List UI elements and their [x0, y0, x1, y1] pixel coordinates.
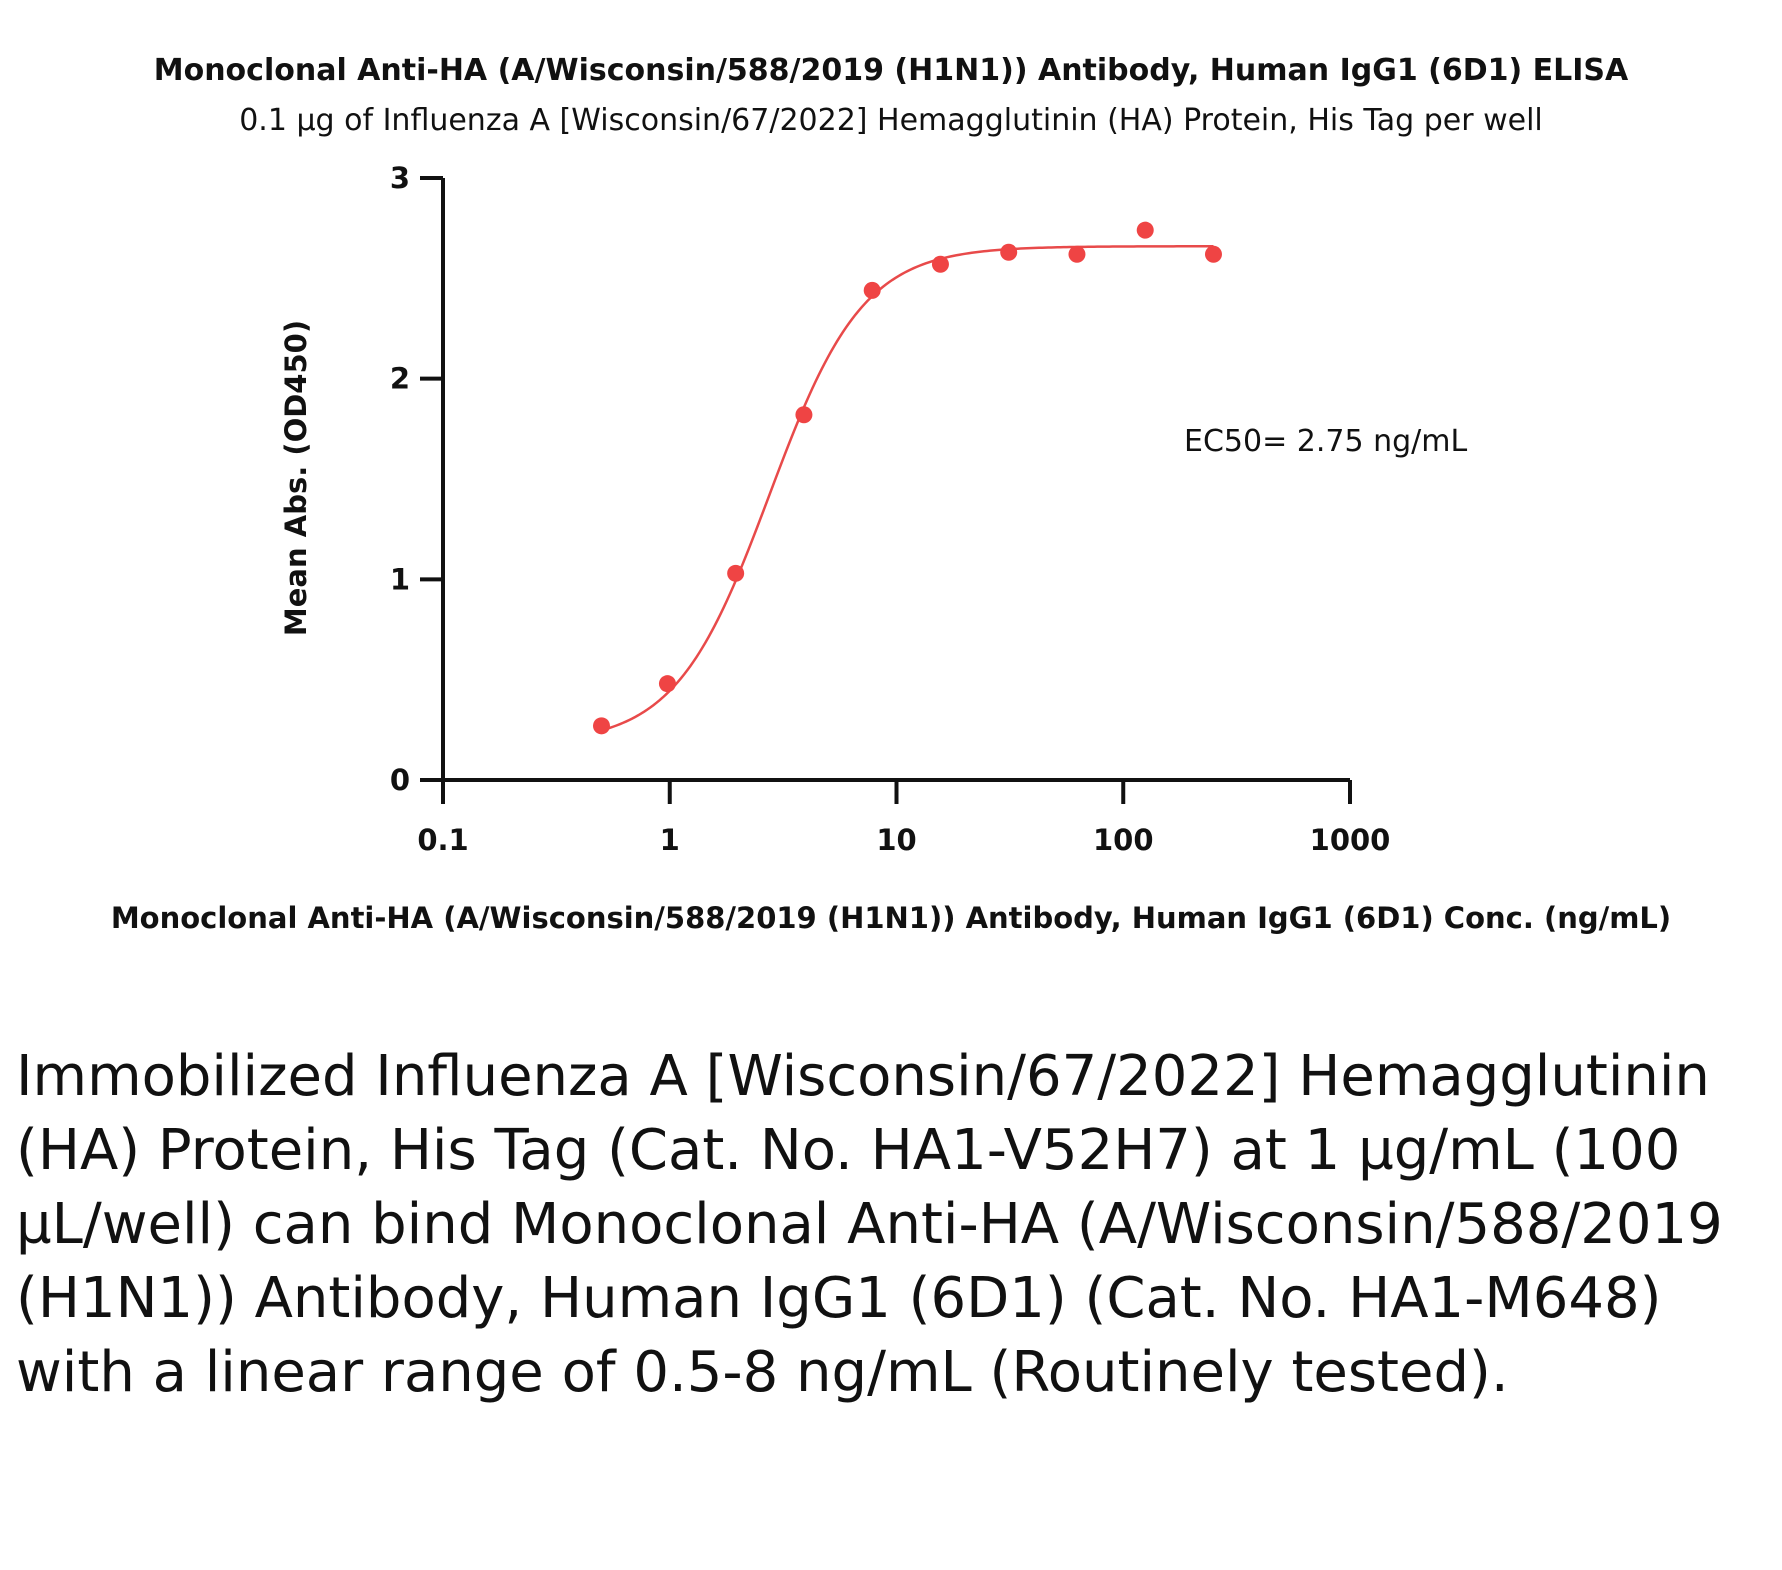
caption-text: Immobilized Influenza A [Wisconsin/67/20…: [16, 1044, 1723, 1405]
data-point: [592, 717, 610, 735]
data-point: [1204, 245, 1222, 263]
y-tick-label: 3: [390, 161, 410, 195]
x-axis: 0.1 1 10 100 1000 Monoclonal Anti-HA (A/Wisc…: [111, 778, 1671, 935]
data-point: [863, 281, 881, 299]
x-tick-label: 1000: [1310, 823, 1391, 857]
data-point: [727, 564, 745, 582]
y-tick-label: 1: [390, 562, 410, 596]
data-points: [592, 221, 1222, 735]
chart-title: Monoclonal Anti-HA (A/Wisconsin/588/2019…: [154, 53, 1629, 88]
data-point: [1068, 245, 1086, 263]
x-ticks: 0.1 1 10 100 1000: [417, 780, 1390, 857]
y-ticks: 0 1 2 3: [390, 161, 443, 797]
x-tick-label: 1: [660, 823, 680, 857]
data-point: [1000, 243, 1018, 261]
data-point: [658, 675, 676, 693]
data-point: [795, 406, 813, 424]
data-point: [1136, 221, 1154, 239]
x-tick-label: 100: [1093, 823, 1154, 857]
fit-curve: [601, 245, 1214, 732]
x-tick-label: 0.1: [417, 823, 468, 857]
x-tick-label: 10: [876, 823, 916, 857]
elisa-chart: Monoclonal Anti-HA (A/Wisconsin/588/2019…: [111, 53, 1671, 935]
y-axis: 0 1 2 3 Mean Abs. (OD450): [279, 161, 445, 797]
x-axis-label: Monoclonal Anti-HA (A/Wisconsin/588/2019…: [111, 901, 1671, 935]
ec50-annotation: EC50= 2.75 ng/mL: [1184, 424, 1467, 459]
y-tick-label: 0: [390, 763, 410, 797]
y-axis-label: Mean Abs. (OD450): [279, 320, 313, 636]
data-point: [931, 255, 949, 273]
chart-subtitle: 0.1 µg of Influenza A [Wisconsin/67/2022…: [239, 103, 1543, 138]
y-tick-label: 2: [390, 362, 410, 396]
